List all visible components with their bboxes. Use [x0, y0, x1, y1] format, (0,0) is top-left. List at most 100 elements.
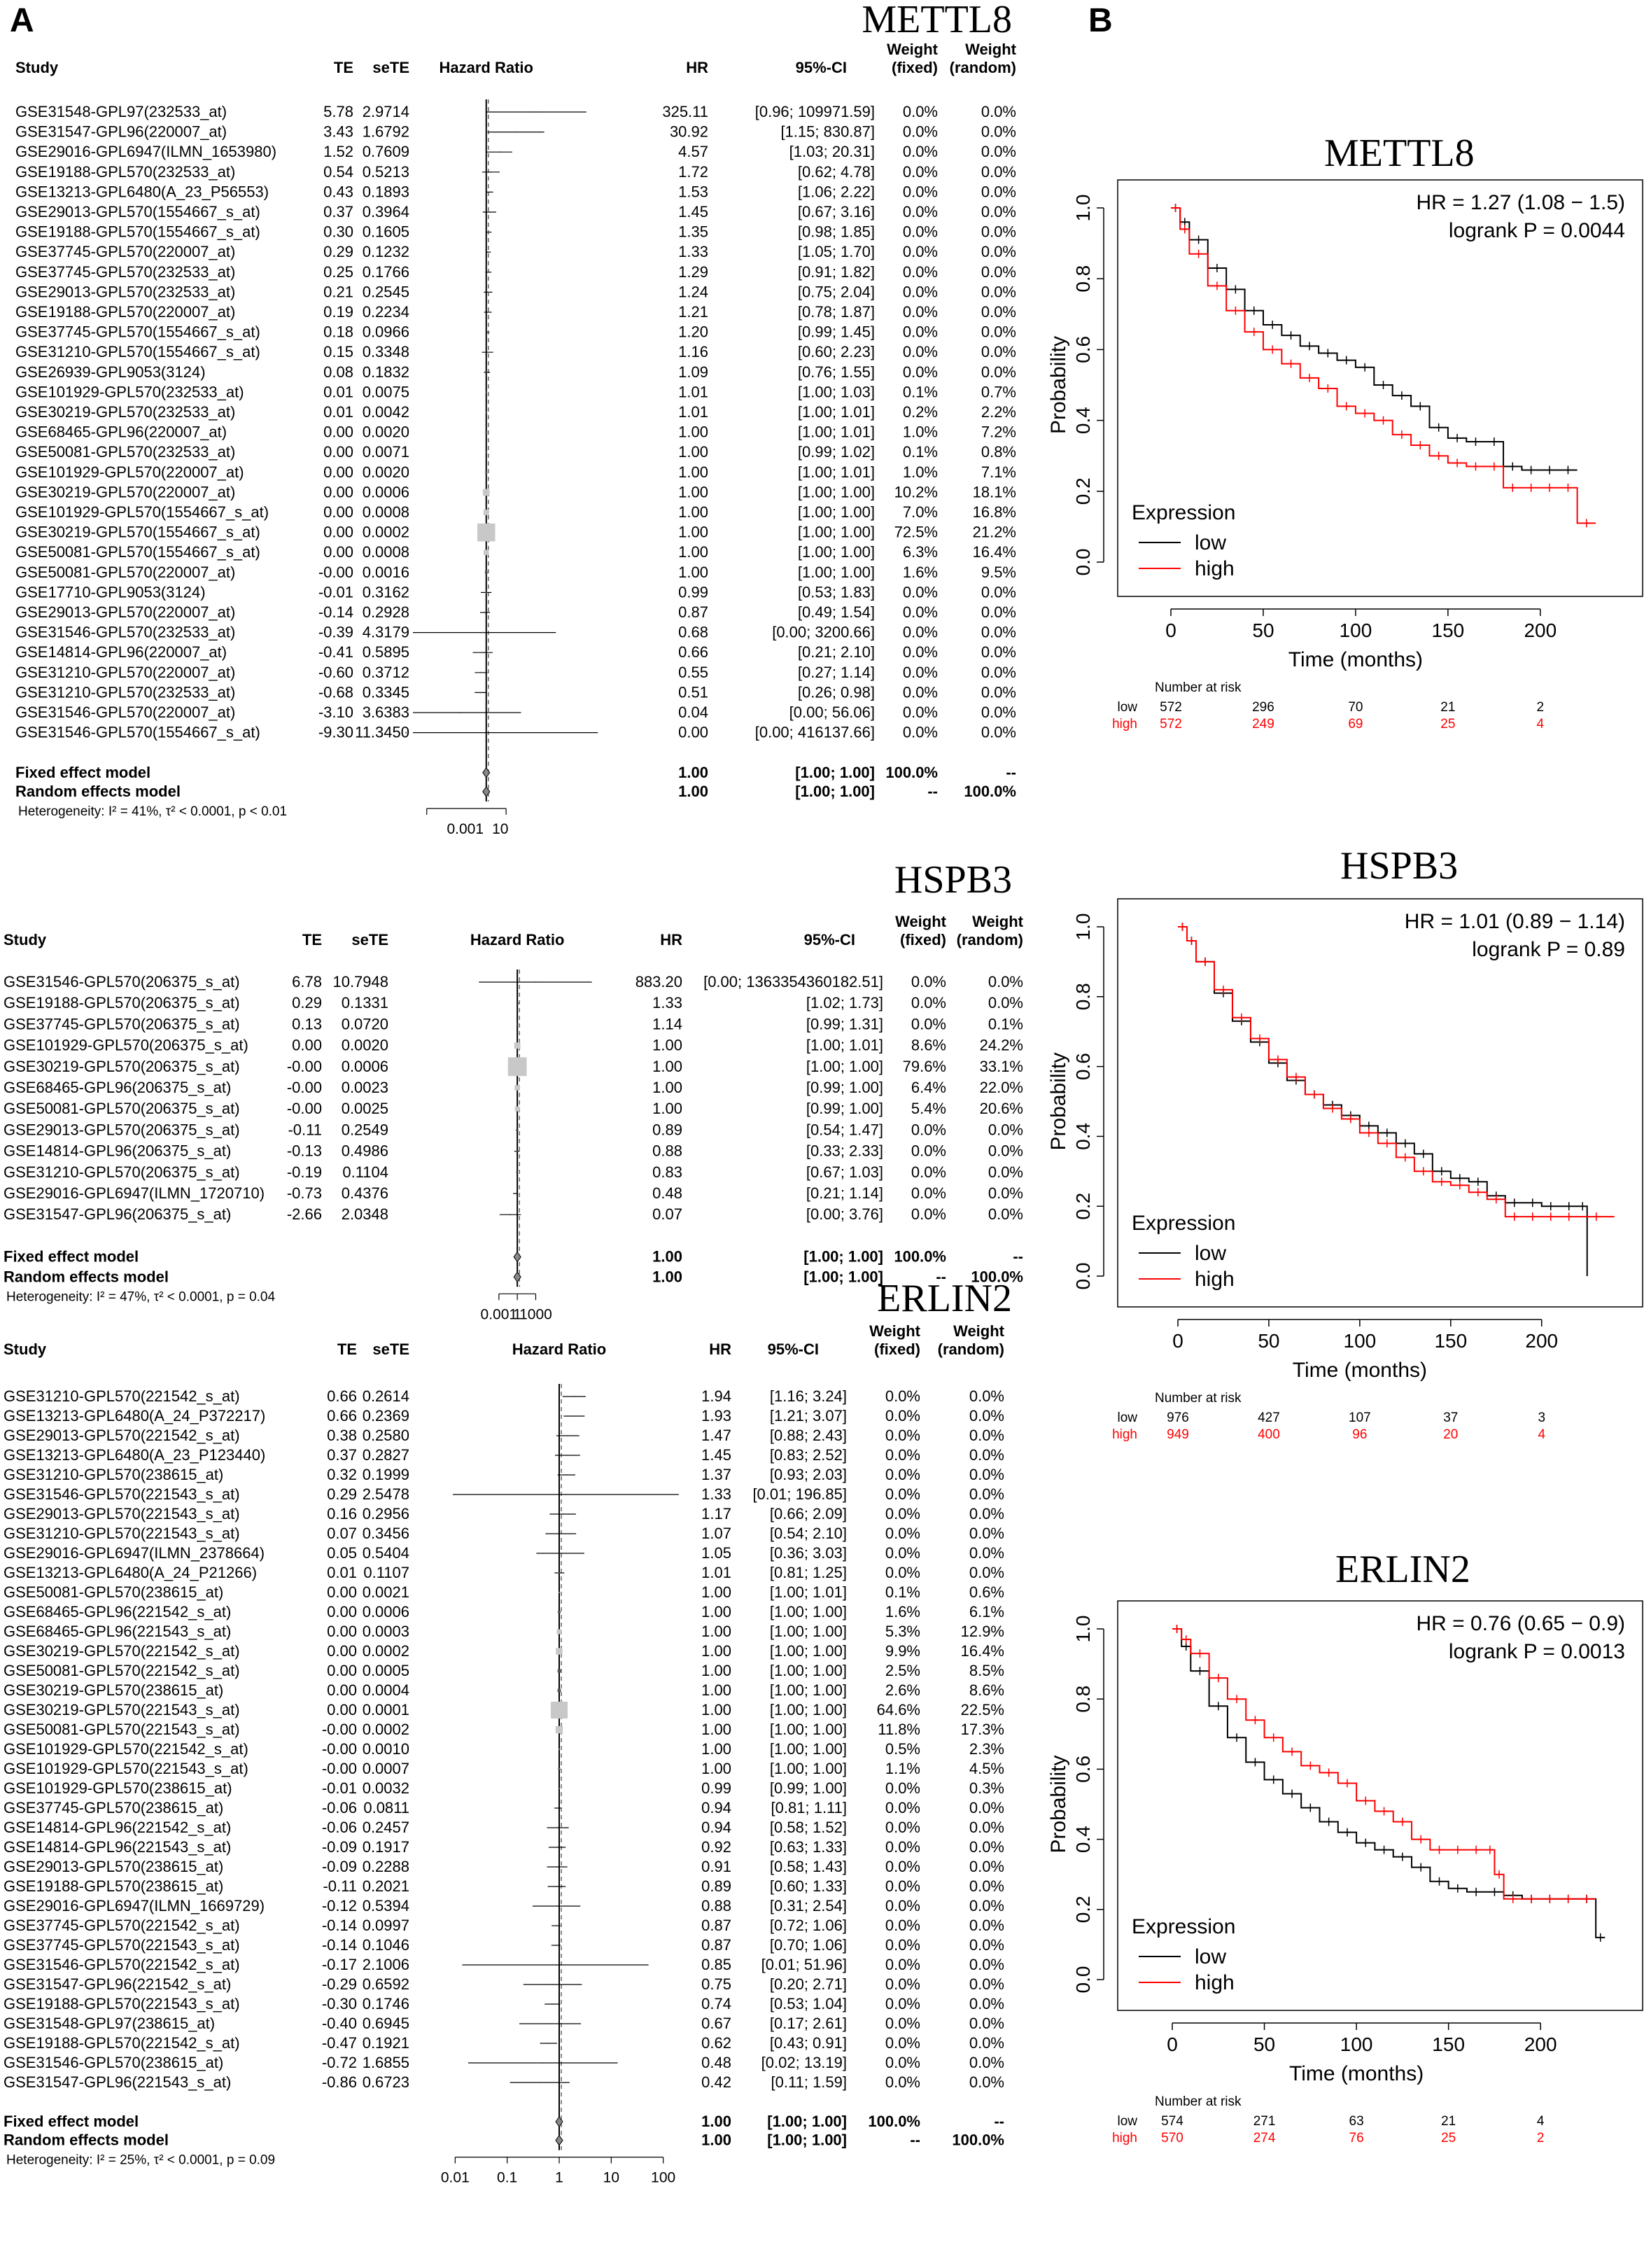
- forest-header-random-mettl8: (random): [950, 59, 1016, 76]
- km-censor-mark: [1195, 1649, 1204, 1658]
- forest-row-sete: 0.2827: [363, 1446, 409, 1464]
- forest-row-study: GSE29016-GPL6947(ILMN_2378664): [3, 1544, 265, 1562]
- forest-row-hr: 1.00: [678, 543, 708, 561]
- forest-row-hr: 1.33: [678, 243, 708, 260]
- forest-row-ci: [0.99; 1.00]: [806, 1079, 883, 1096]
- km-censor-mark: [1527, 1894, 1536, 1903]
- forest-row-te: 0.18: [323, 323, 353, 341]
- km-censor-mark: [1361, 1796, 1370, 1805]
- km-censor-mark: [1379, 1807, 1389, 1816]
- forest-row-ci: [1.06; 2.22]: [798, 183, 875, 200]
- forest-row-sete: 0.4376: [342, 1184, 388, 1202]
- forest-point: [516, 1171, 518, 1173]
- forest-point: [486, 331, 489, 333]
- km-censor-mark: [1251, 1716, 1260, 1725]
- km-x-tick-label: 100: [1340, 2033, 1373, 2055]
- forest-row-study: GSE50081-GPL570(221542_s_at): [3, 1662, 240, 1679]
- forest-row-ci: [0.99; 1.00]: [806, 1100, 883, 1117]
- forest-row-ci: [0.01; 196.85]: [752, 1485, 847, 1503]
- km-y-tick-label: 0.0: [1072, 1263, 1094, 1290]
- forest-point: [485, 431, 488, 434]
- forest-row-sete: 0.1104: [342, 1163, 388, 1181]
- forest-row-hr: 1.00: [652, 1058, 682, 1075]
- forest-row-te: -0.68: [318, 683, 353, 701]
- forest-random-ci-mettl8: [1.00; 1.00]: [795, 783, 875, 800]
- forest-row-study: GSE29013-GPL570(221543_s_at): [3, 1505, 240, 1522]
- forest-row-weight-fixed: 0.0%: [911, 973, 946, 990]
- forest-row-hr: 1.45: [678, 203, 708, 220]
- km-censor-mark: [1472, 1845, 1481, 1854]
- forest-row-hr: 1.09: [678, 363, 708, 381]
- forest-header-sete-mettl8: seTE: [372, 59, 409, 76]
- forest-row-ci: [0.00; 1363354360182.51]: [703, 973, 883, 990]
- km-at-risk-title-hspb3: Number at risk: [1155, 1391, 1242, 1406]
- forest-row-weight-random: 22.0%: [980, 1079, 1023, 1096]
- forest-row-ci: [1.16; 3.24]: [770, 1387, 847, 1405]
- forest-row-te: 0.21: [323, 283, 353, 300]
- km-censor-mark: [1286, 359, 1295, 368]
- forest-row-hr: 0.83: [652, 1163, 682, 1181]
- km-censor-mark: [1545, 465, 1554, 475]
- km-censor-mark: [1361, 363, 1370, 372]
- forest-header-sete-erlin2: seTE: [372, 1340, 409, 1358]
- km-legend-low-hspb3: low: [1195, 1242, 1226, 1265]
- forest-row-sete: 0.0075: [363, 383, 409, 400]
- km-at-risk-high-label-hspb3: high: [1112, 1427, 1137, 1442]
- forest-row-weight-random: 0.1%: [988, 1015, 1023, 1032]
- forest-row-hr: 0.89: [652, 1121, 682, 1138]
- km-at-risk-high-value: 2: [1537, 2131, 1545, 2146]
- forest-row-sete: 0.0006: [342, 1058, 388, 1075]
- km-censor-mark: [1485, 1845, 1494, 1854]
- forest-row-ci: [0.33; 2.33]: [806, 1142, 883, 1160]
- forest-row-study: GSE30219-GPL570(1554667_s_at): [15, 524, 260, 541]
- forest-row-hr: 1.01: [678, 383, 708, 400]
- forest-random-ci-hspb3: [1.00; 1.00]: [803, 1268, 883, 1285]
- km-censor-mark: [1324, 1768, 1333, 1777]
- km-logrank-text-mettl8: logrank P = 0.0044: [1449, 219, 1625, 242]
- forest-row-hr: 0.48: [652, 1184, 682, 1202]
- forest-row-weight-fixed: 0.0%: [903, 624, 938, 641]
- forest-row-te: 1.52: [323, 143, 353, 160]
- forest-point: [558, 1572, 561, 1574]
- km-censor-mark: [1596, 1933, 1605, 1942]
- km-at-risk-low-label-hspb3: low: [1117, 1410, 1137, 1425]
- km-censor-mark: [1453, 1884, 1462, 1893]
- km-y-tick-label: 1.0: [1072, 1616, 1094, 1643]
- forest-point: [458, 712, 461, 713]
- forest-row-hr: 1.35: [678, 223, 708, 241]
- forest-row-weight-fixed: 0.0%: [903, 343, 938, 360]
- forest-row-weight-random: 0.0%: [981, 263, 1016, 281]
- km-censor-mark: [1323, 349, 1333, 358]
- forest-point: [489, 211, 491, 213]
- forest-row-study: GSE68465-GPL96(206375_s_at): [3, 1079, 231, 1096]
- forest-row-study: GSE50081-GPL570(232533_at): [15, 443, 235, 461]
- km-at-risk-high-value: 76: [1349, 2131, 1364, 2146]
- forest-random-diamond-hspb3: [513, 1271, 521, 1283]
- forest-row-weight-random: 0.0%: [981, 704, 1016, 721]
- km-censor-mark: [1526, 465, 1536, 475]
- forest-row-te: -0.01: [318, 583, 353, 601]
- forest-row-sete: 0.1999: [363, 1466, 409, 1483]
- forest-row-weight-random: 0.0%: [988, 1142, 1023, 1160]
- km-censor-mark: [1305, 342, 1314, 351]
- km-curve-high-erlin2: [1172, 1628, 1596, 1900]
- forest-header-hazard-ratio-mettl8: Hazard Ratio: [440, 59, 533, 76]
- forest-row-ci: [0.21; 1.14]: [806, 1184, 883, 1202]
- forest-row-te: 0.37: [327, 1446, 357, 1464]
- forest-point: [482, 631, 484, 634]
- forest-row-study: GSE19188-GPL570(206375_s_at): [3, 994, 240, 1011]
- forest-row-weight-random: 0.0%: [981, 343, 1016, 360]
- km-censor-mark: [1398, 1852, 1407, 1861]
- km-censor-mark: [1416, 402, 1425, 411]
- km-censor-mark: [1212, 264, 1221, 273]
- km-censor-mark: [1171, 204, 1180, 212]
- forest-row-sete: 0.0042: [363, 403, 409, 421]
- km-y-label-erlin2: Probability: [1047, 1755, 1070, 1853]
- forest-row-study: GSE30219-GPL570(221543_s_at): [3, 1701, 240, 1718]
- km-censor-mark: [1471, 462, 1480, 471]
- km-censor-mark: [1232, 1695, 1242, 1704]
- forest-row-weight-fixed: 0.0%: [903, 203, 938, 220]
- forest-row-study: GSE50081-GPL570(221543_s_at): [3, 1721, 240, 1738]
- km-x-label-erlin2: Time (months): [1289, 2062, 1424, 2085]
- forest-row-ci: [0.96; 109971.59]: [755, 103, 875, 120]
